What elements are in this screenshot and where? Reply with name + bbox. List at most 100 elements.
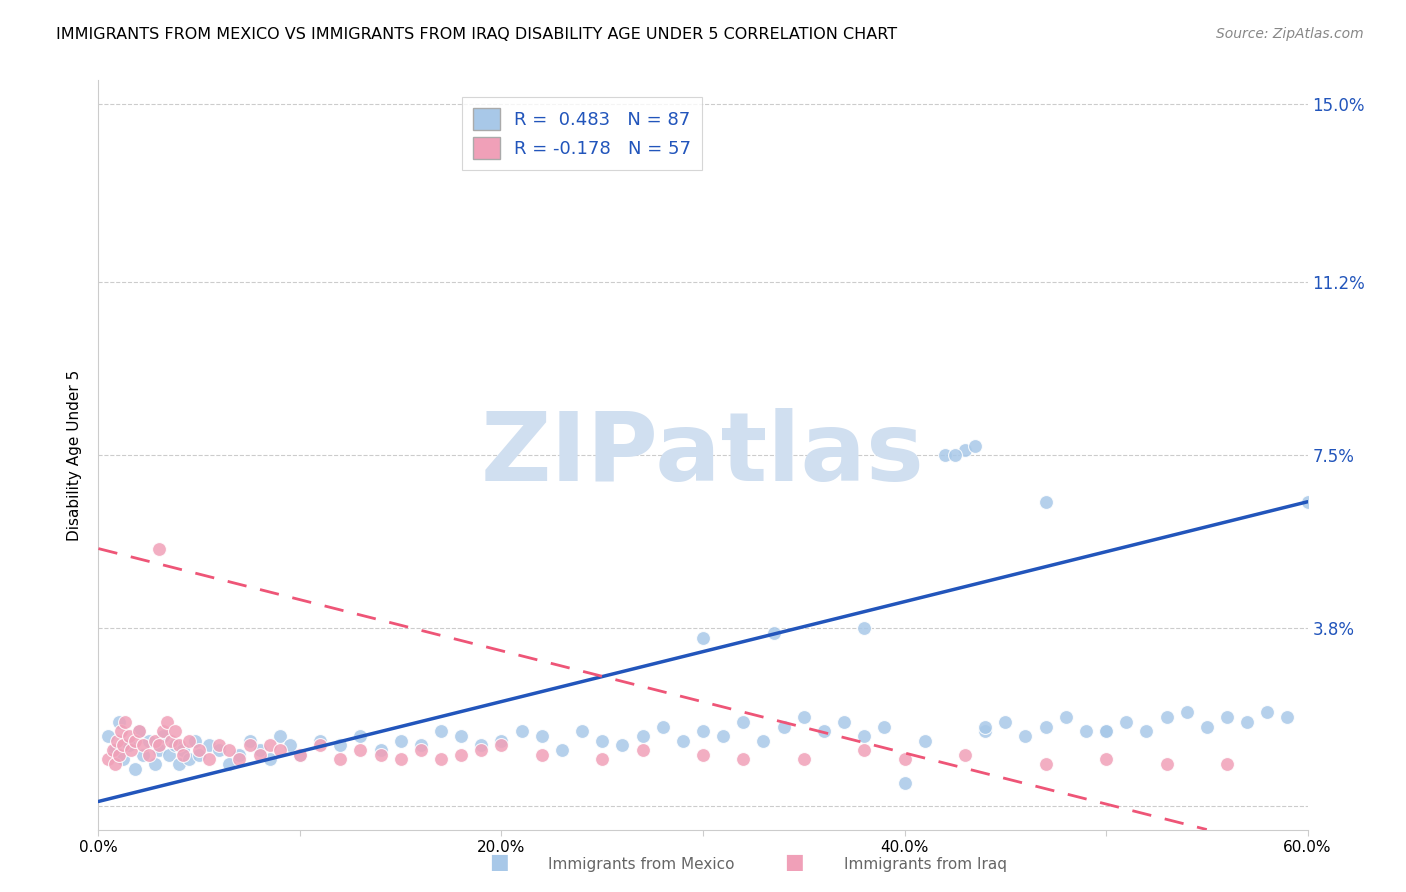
Immigrants from Iraq: [208, 739, 231, 753]
Immigrants from Mexico: [813, 724, 835, 739]
Immigrants from Iraq: [491, 739, 513, 753]
Immigrants from Iraq: [163, 724, 186, 739]
Immigrants from Mexico: [349, 729, 371, 743]
Immigrants from Mexico: [832, 714, 855, 729]
Immigrants from Mexico: [651, 719, 673, 733]
Immigrants from Mexico: [470, 739, 492, 753]
Immigrants from Mexico: [389, 733, 412, 747]
Immigrants from Mexico: [1095, 724, 1118, 739]
Immigrants from Mexico: [692, 631, 714, 645]
Immigrants from Mexico: [179, 752, 201, 766]
Immigrants from Iraq: [329, 752, 352, 766]
Immigrants from Mexico: [571, 724, 593, 739]
Immigrants from Mexico: [762, 626, 785, 640]
Immigrants from Iraq: [269, 743, 291, 757]
Immigrants from Iraq: [259, 739, 281, 753]
Immigrants from Mexico: [711, 729, 734, 743]
Immigrants from Iraq: [1156, 756, 1178, 771]
Immigrants from Iraq: [692, 747, 714, 762]
Immigrants from Mexico: [994, 714, 1017, 729]
Immigrants from Mexico: [1236, 714, 1258, 729]
Immigrants from Mexico: [1074, 724, 1097, 739]
Immigrants from Mexico: [914, 733, 936, 747]
Immigrants from Mexico: [239, 733, 262, 747]
Immigrants from Iraq: [953, 747, 976, 762]
Text: Immigrants from Iraq: Immigrants from Iraq: [844, 857, 1007, 872]
Immigrants from Mexico: [631, 729, 654, 743]
Immigrants from Iraq: [1095, 752, 1118, 766]
Immigrants from Mexico: [873, 719, 896, 733]
Immigrants from Iraq: [218, 743, 240, 757]
Immigrants from Iraq: [409, 743, 432, 757]
Immigrants from Mexico: [329, 739, 352, 753]
Immigrants from Mexico: [853, 729, 876, 743]
Immigrants from Iraq: [188, 743, 211, 757]
Immigrants from Mexico: [269, 729, 291, 743]
Immigrants from Iraq: [111, 739, 134, 753]
Immigrants from Mexico: [530, 729, 553, 743]
Immigrants from Mexico: [167, 756, 190, 771]
Immigrants from Iraq: [430, 752, 453, 766]
Immigrants from Mexico: [974, 724, 997, 739]
Immigrants from Mexico: [188, 747, 211, 762]
Immigrants from Iraq: [239, 739, 262, 753]
Immigrants from Mexico: [943, 448, 966, 462]
Immigrants from Mexico: [409, 739, 432, 753]
Immigrants from Mexico: [733, 714, 755, 729]
Immigrants from Iraq: [128, 724, 150, 739]
Immigrants from Iraq: [97, 752, 120, 766]
Immigrants from Mexico: [893, 776, 915, 790]
Immigrants from Mexico: [1115, 714, 1137, 729]
Immigrants from Iraq: [530, 747, 553, 762]
Immigrants from Mexico: [143, 756, 166, 771]
Immigrants from Iraq: [124, 733, 146, 747]
Immigrants from Mexico: [672, 733, 695, 747]
Immigrants from Mexico: [934, 448, 956, 462]
Immigrants from Mexico: [198, 739, 221, 753]
Immigrants from Iraq: [101, 743, 124, 757]
Immigrants from Mexico: [1296, 494, 1319, 508]
Immigrants from Mexico: [157, 747, 180, 762]
Immigrants from Mexico: [510, 724, 533, 739]
Immigrants from Iraq: [591, 752, 613, 766]
Immigrants from Iraq: [450, 747, 472, 762]
Immigrants from Mexico: [965, 438, 987, 452]
Immigrants from Mexico: [772, 719, 794, 733]
Immigrants from Mexico: [208, 743, 231, 757]
Immigrants from Mexico: [103, 743, 125, 757]
Legend: R =  0.483   N = 87, R = -0.178   N = 57: R = 0.483 N = 87, R = -0.178 N = 57: [463, 97, 702, 169]
Immigrants from Mexico: [309, 733, 332, 747]
Immigrants from Mexico: [591, 733, 613, 747]
Immigrants from Iraq: [152, 724, 174, 739]
Immigrants from Iraq: [288, 747, 311, 762]
Text: IMMIGRANTS FROM MEXICO VS IMMIGRANTS FROM IRAQ DISABILITY AGE UNDER 5 CORRELATIO: IMMIGRANTS FROM MEXICO VS IMMIGRANTS FRO…: [56, 27, 897, 42]
Immigrants from Mexico: [1035, 719, 1057, 733]
Immigrants from Mexico: [793, 710, 815, 724]
Immigrants from Iraq: [156, 714, 179, 729]
Immigrants from Mexico: [1035, 494, 1057, 508]
Immigrants from Mexico: [148, 743, 170, 757]
Immigrants from Mexico: [430, 724, 453, 739]
Immigrants from Iraq: [309, 739, 332, 753]
Immigrants from Iraq: [148, 739, 170, 753]
Immigrants from Mexico: [124, 762, 146, 776]
Immigrants from Mexico: [249, 743, 271, 757]
Immigrants from Mexico: [551, 743, 574, 757]
Immigrants from Iraq: [893, 752, 915, 766]
Immigrants from Iraq: [370, 747, 392, 762]
Immigrants from Iraq: [114, 714, 136, 729]
Immigrants from Mexico: [1135, 724, 1157, 739]
Immigrants from Iraq: [179, 733, 201, 747]
Immigrants from Iraq: [160, 733, 183, 747]
Immigrants from Iraq: [172, 747, 194, 762]
Immigrants from Mexico: [163, 739, 186, 753]
Immigrants from Mexico: [97, 729, 120, 743]
Immigrants from Mexico: [1175, 706, 1198, 720]
Text: Immigrants from Mexico: Immigrants from Mexico: [548, 857, 735, 872]
Immigrants from Mexico: [853, 621, 876, 635]
Immigrants from Mexico: [152, 729, 174, 743]
Immigrants from Mexico: [953, 443, 976, 458]
Immigrants from Iraq: [143, 733, 166, 747]
Immigrants from Iraq: [1035, 756, 1057, 771]
Immigrants from Mexico: [450, 729, 472, 743]
